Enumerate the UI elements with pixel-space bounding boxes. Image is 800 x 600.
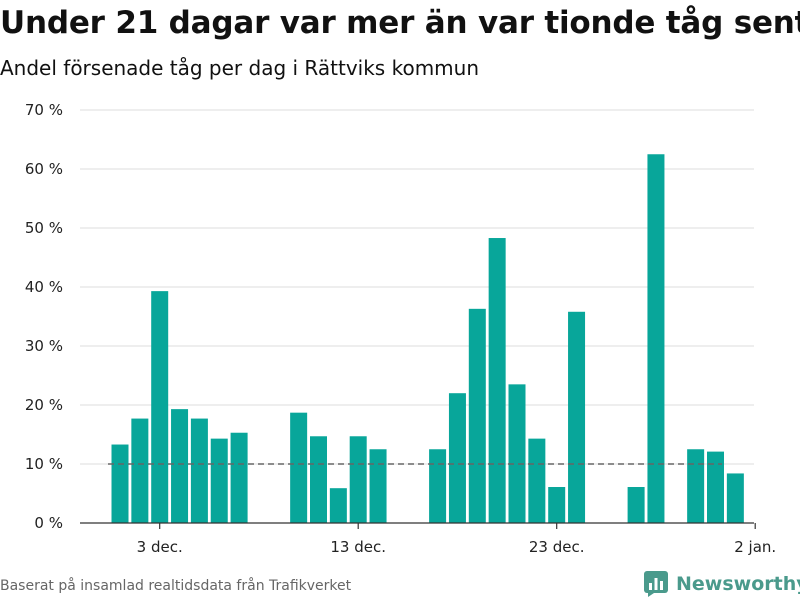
bar	[707, 451, 724, 523]
bar	[310, 436, 327, 523]
bar	[687, 449, 705, 523]
newsworthy-logo-icon	[644, 571, 668, 597]
y-tick-label: 10 %	[25, 455, 63, 473]
bar	[429, 449, 447, 523]
bar	[488, 238, 506, 523]
x-tick-label: 13 dec.	[330, 538, 386, 556]
bar	[448, 393, 466, 523]
bar	[508, 384, 526, 523]
bar	[349, 436, 367, 523]
bar	[210, 438, 228, 523]
bar	[131, 418, 149, 523]
y-tick-label: 0 %	[34, 514, 63, 532]
y-axis-labels: 0 % 10 % 20 % 30 % 40 % 50 % 60 % 70 %	[25, 101, 63, 532]
bar	[528, 438, 546, 523]
bars	[111, 154, 744, 523]
y-tick-label: 70 %	[25, 101, 63, 119]
bar	[329, 488, 347, 523]
bar	[190, 418, 208, 523]
x-tick-label: 23 dec.	[529, 538, 585, 556]
source-note: Baserat på insamlad realtidsdata från Tr…	[0, 578, 352, 594]
bar	[548, 487, 566, 523]
x-axis-labels: 3 dec. 13 dec. 23 dec. 2 jan.	[137, 538, 777, 556]
y-tick-label: 40 %	[25, 278, 63, 296]
bar	[290, 412, 308, 523]
brand-name: Newsworthy	[676, 573, 800, 595]
bar	[230, 432, 248, 523]
bar	[726, 473, 744, 523]
y-tick-label: 20 %	[25, 396, 63, 414]
bar	[111, 444, 129, 523]
brand-logo: Newsworthy	[644, 568, 800, 600]
bar-chart: 0 % 10 % 20 % 30 % 40 % 50 % 60 % 70 % 3 dec. 13…	[25, 101, 777, 556]
bar	[647, 154, 665, 523]
chart-subtitle: Andel försenade tåg per dag i Rättviks k…	[0, 56, 480, 80]
chart-title: Under 21 dagar var mer än var tionde tåg…	[0, 5, 800, 41]
bar	[171, 409, 189, 523]
bar	[151, 291, 169, 523]
x-tick-label: 3 dec.	[137, 538, 183, 556]
bar	[568, 311, 586, 523]
x-axis	[80, 522, 756, 529]
y-tick-label: 50 %	[25, 219, 63, 237]
y-tick-label: 60 %	[25, 160, 63, 178]
bar	[627, 487, 645, 523]
x-tick-label: 2 jan.	[734, 538, 776, 556]
bar	[468, 308, 486, 523]
y-tick-label: 30 %	[25, 337, 63, 355]
bar	[369, 449, 387, 523]
